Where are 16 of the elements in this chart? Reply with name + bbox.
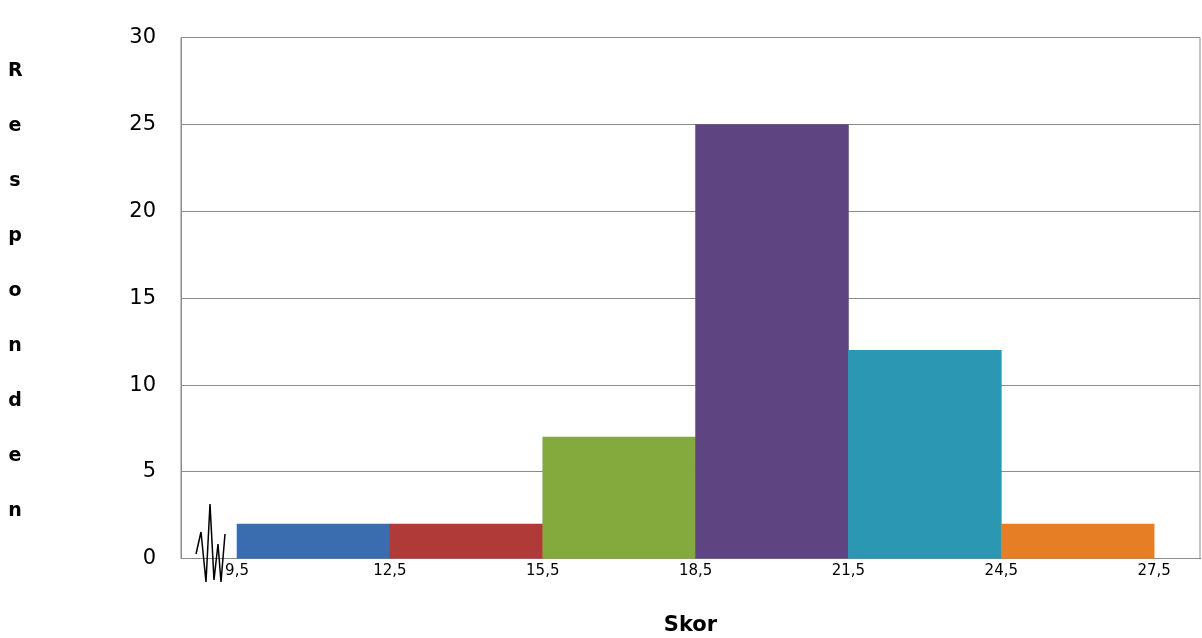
y-tick-label: 15 — [129, 284, 156, 309]
x-tick-label: 9,5 — [225, 560, 249, 579]
y-tick-label: 20 — [129, 197, 156, 222]
text: Responden — [8, 58, 23, 520]
y-tick-label: 10 — [129, 371, 156, 396]
y-tick-label: 30 — [129, 24, 156, 49]
y-tick-label: 5 — [142, 458, 156, 483]
x-tick-label: 12,5 — [373, 560, 407, 579]
x-tick-label: 21,5 — [831, 560, 866, 579]
y-tick-label: 0 — [142, 545, 156, 570]
y-tick-label: 25 — [129, 110, 156, 135]
x-axis-title: Skor — [663, 611, 718, 636]
x-tick-label: 27,5 — [1137, 560, 1171, 579]
x-tick-label: 15,5 — [526, 560, 560, 579]
x-tick-label: 18,5 — [678, 560, 713, 579]
x-tick-label: 24,5 — [984, 560, 1018, 579]
